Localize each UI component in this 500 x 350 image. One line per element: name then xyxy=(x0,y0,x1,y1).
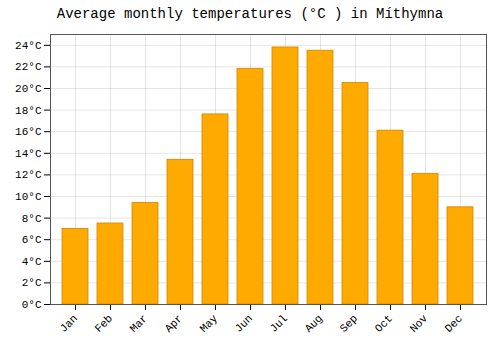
svg-text:0°C: 0°C xyxy=(22,299,42,311)
svg-text:22°C: 22°C xyxy=(15,61,42,73)
svg-text:Dec: Dec xyxy=(443,312,465,334)
svg-text:Apr: Apr xyxy=(163,312,185,334)
svg-text:20°C: 20°C xyxy=(15,83,42,95)
svg-text:Jun: Jun xyxy=(233,312,255,334)
svg-text:4°C: 4°C xyxy=(22,256,42,268)
html-text:Average monthly temperatures (: Average monthly temperatures (°C ) in Mí… xyxy=(56,6,444,22)
svg-text:Oct: Oct xyxy=(373,312,395,334)
svg-text:24°C: 24°C xyxy=(15,40,42,52)
svg-text:Aug: Aug xyxy=(303,312,325,334)
svg-text:Sep: Sep xyxy=(338,312,360,334)
svg-text:2°C: 2°C xyxy=(22,277,42,289)
svg-text:May: May xyxy=(198,312,221,335)
svg-text:14°C: 14°C xyxy=(15,148,42,160)
svg-text:6°C: 6°C xyxy=(22,234,42,246)
svg-text:Jan: Jan xyxy=(58,312,80,334)
svg-text:Jul: Jul xyxy=(268,312,290,334)
svg-text:18°C: 18°C xyxy=(15,105,42,117)
svg-text:12°C: 12°C xyxy=(15,169,42,181)
svg-text:Nov: Nov xyxy=(408,312,431,335)
svg-text:Feb: Feb xyxy=(93,312,115,334)
svg-text:16°C: 16°C xyxy=(15,126,42,138)
svg-text:8°C: 8°C xyxy=(22,213,42,225)
svg-text:10°C: 10°C xyxy=(15,191,42,203)
svg-text:Mar: Mar xyxy=(128,312,150,334)
